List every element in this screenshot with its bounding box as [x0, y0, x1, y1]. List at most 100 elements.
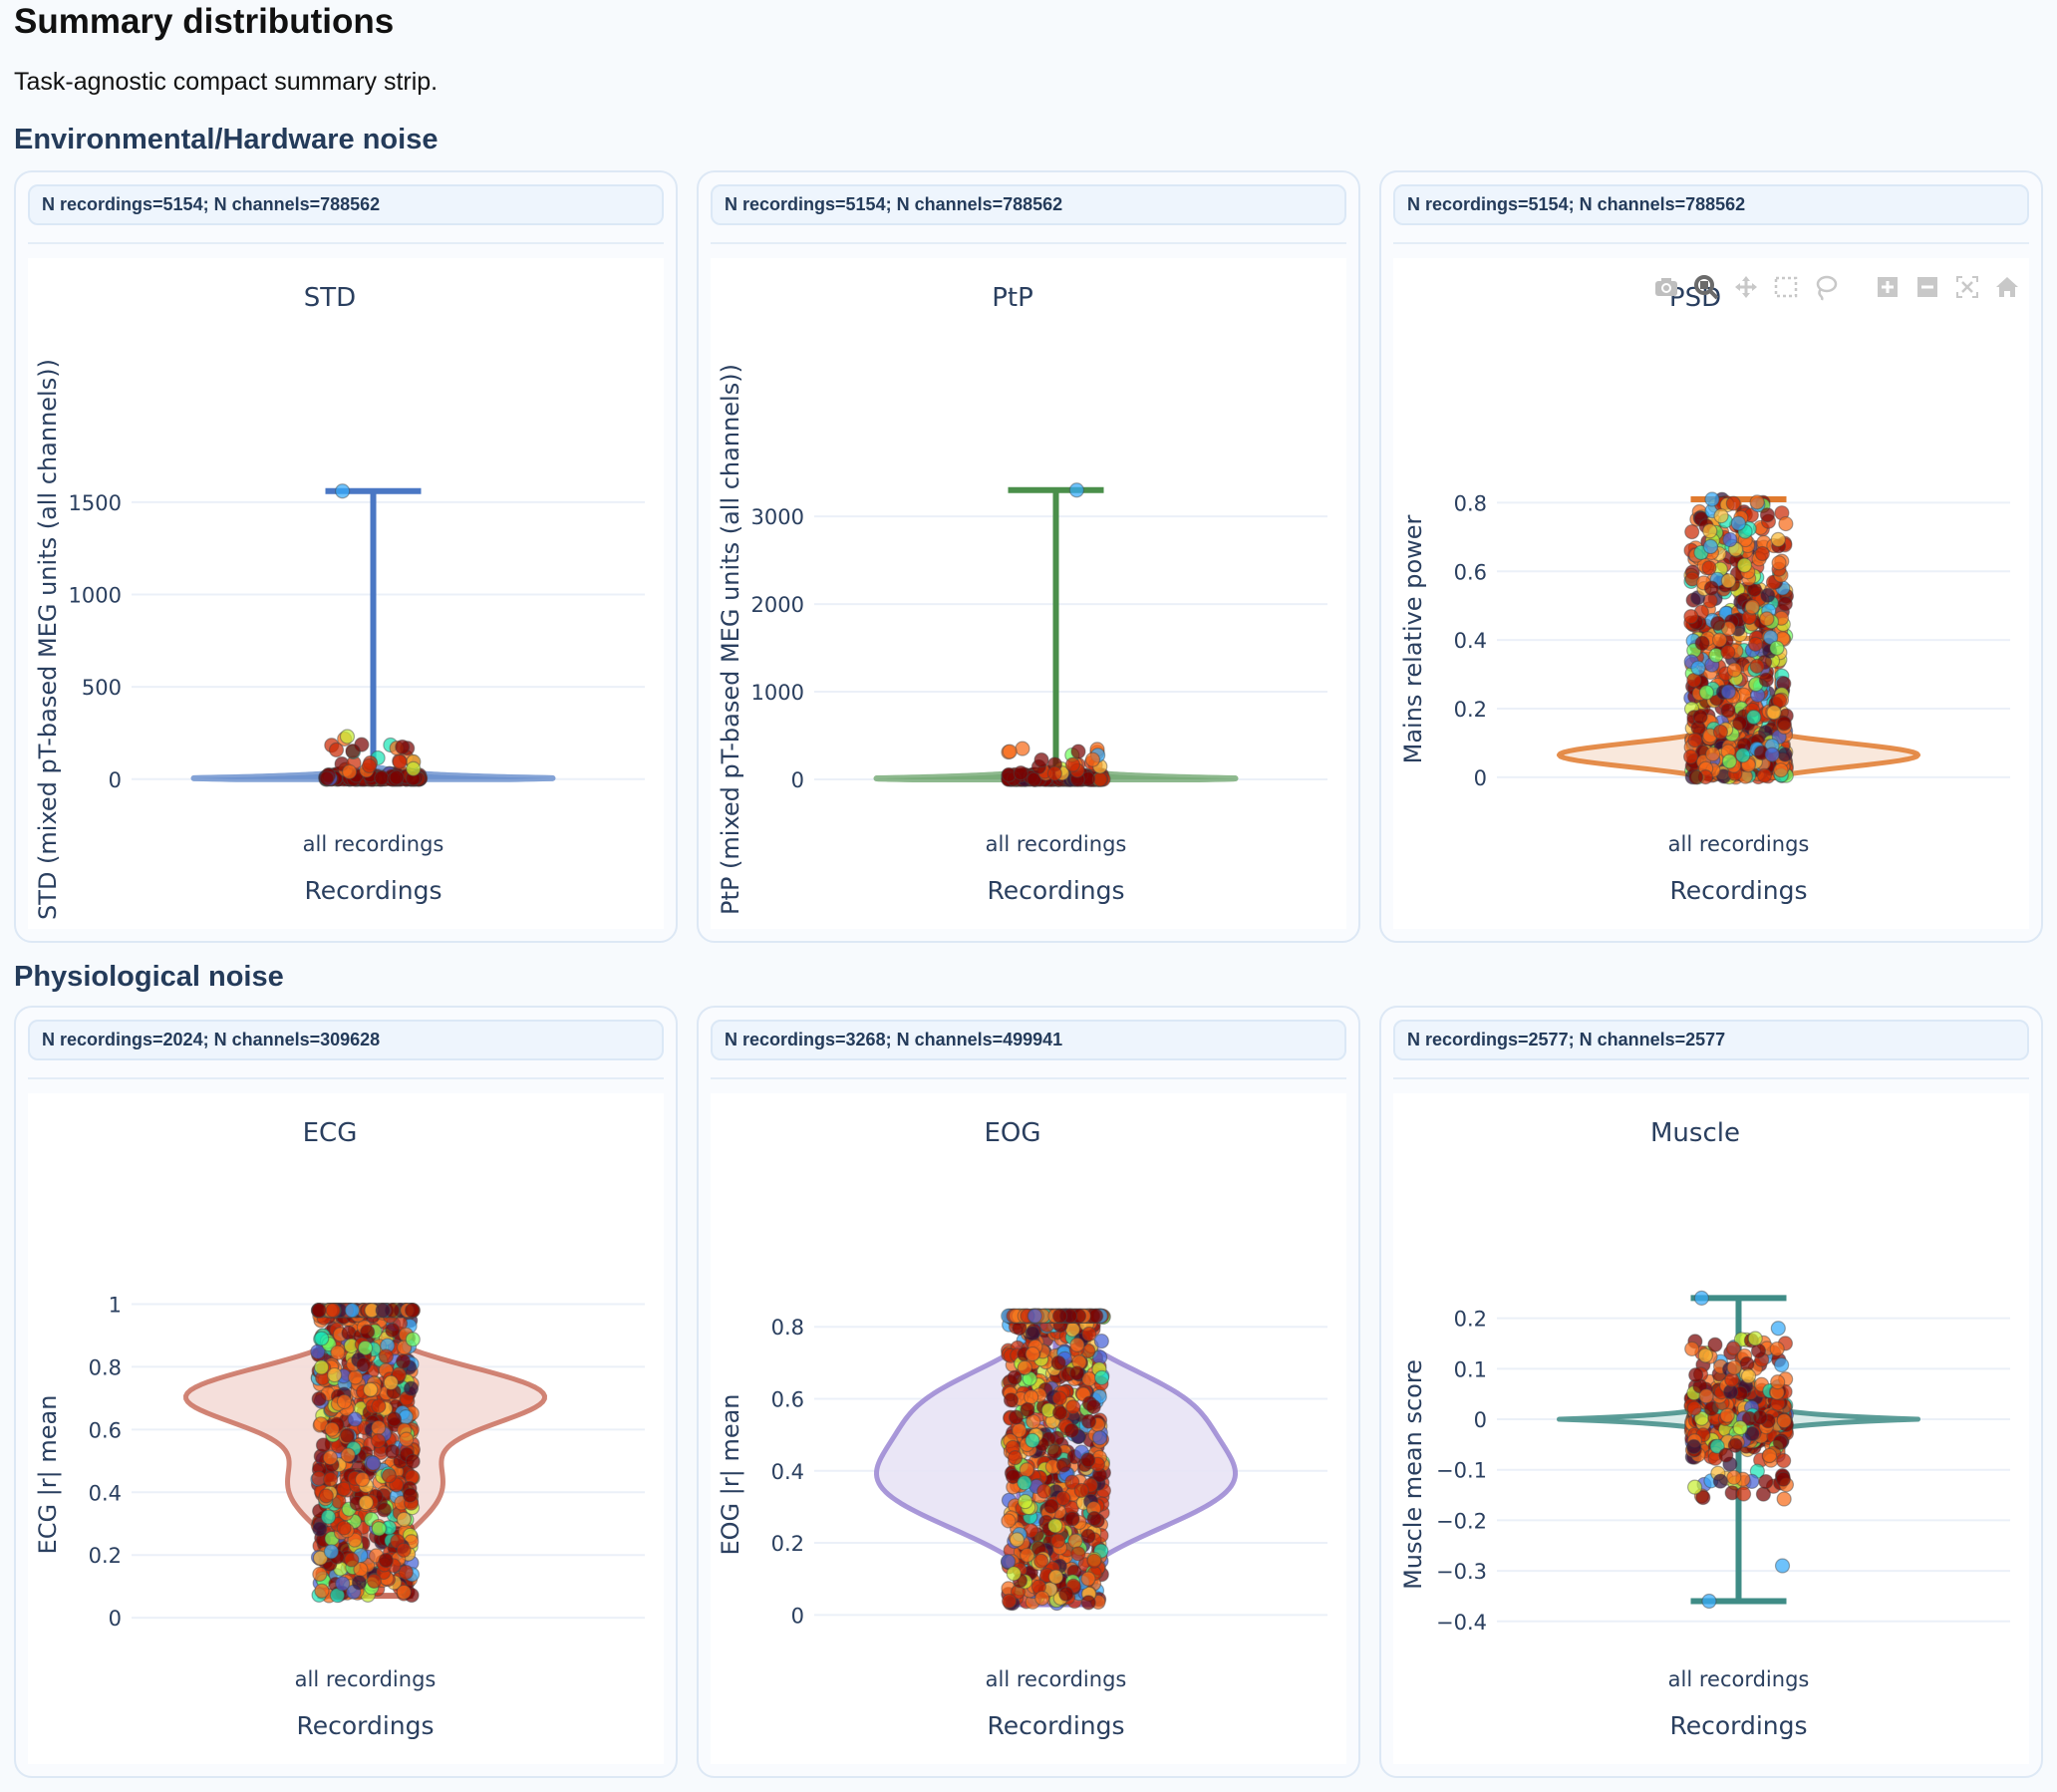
data-point[interactable] — [1770, 531, 1786, 547]
data-point[interactable] — [336, 1393, 353, 1410]
data-point[interactable] — [402, 1487, 419, 1503]
data-point[interactable] — [1081, 1326, 1097, 1342]
data-point[interactable] — [1069, 1337, 1085, 1352]
data-point[interactable] — [1758, 672, 1774, 688]
data-point[interactable] — [392, 753, 408, 770]
data-point[interactable] — [1003, 1392, 1020, 1408]
data-point[interactable] — [1772, 1434, 1788, 1450]
data-point[interactable] — [1776, 1412, 1792, 1429]
data-point[interactable] — [320, 1509, 337, 1525]
data-point[interactable] — [1064, 1511, 1080, 1527]
modebar-box-select-button[interactable] — [1772, 273, 1800, 301]
data-point[interactable] — [371, 1398, 387, 1414]
data-point[interactable] — [325, 1303, 341, 1319]
data-point[interactable] — [370, 1432, 387, 1449]
data-point[interactable] — [1020, 1401, 1035, 1418]
data-point[interactable] — [1771, 555, 1787, 571]
data-point[interactable] — [1073, 1482, 1089, 1499]
data-point[interactable] — [311, 1303, 327, 1319]
data-point[interactable] — [1756, 767, 1773, 783]
modebar-pan-button[interactable] — [1732, 273, 1760, 301]
data-point[interactable] — [1034, 1590, 1050, 1607]
data-point[interactable] — [342, 763, 358, 780]
data-point[interactable] — [322, 1449, 339, 1466]
data-point[interactable] — [1747, 636, 1764, 652]
data-point[interactable] — [395, 1353, 412, 1369]
data-point[interactable] — [1025, 1432, 1040, 1448]
data-point[interactable] — [1026, 1413, 1041, 1429]
data-point[interactable] — [335, 483, 351, 499]
data-point[interactable] — [1727, 1437, 1743, 1453]
data-point[interactable] — [1682, 748, 1699, 764]
data-point[interactable] — [311, 1391, 327, 1407]
data-point[interactable] — [1720, 684, 1736, 700]
data-point[interactable] — [358, 1494, 374, 1511]
data-point[interactable] — [1027, 771, 1042, 787]
data-point[interactable] — [1746, 709, 1762, 726]
data-point[interactable] — [1725, 1341, 1741, 1356]
data-point[interactable] — [396, 1584, 412, 1601]
data-point[interactable] — [318, 1488, 334, 1504]
data-point[interactable] — [378, 1552, 394, 1569]
data-point[interactable] — [1002, 744, 1018, 759]
data-point[interactable] — [361, 757, 378, 773]
data-point[interactable] — [1752, 1409, 1768, 1425]
data-point[interactable] — [1759, 611, 1775, 627]
data-point[interactable] — [1068, 482, 1084, 498]
data-point[interactable] — [1776, 1491, 1792, 1507]
data-point[interactable] — [384, 1443, 401, 1460]
data-point[interactable] — [1735, 1486, 1752, 1502]
data-point[interactable] — [314, 1583, 330, 1599]
data-point[interactable] — [1770, 1374, 1786, 1390]
data-point[interactable] — [1688, 1366, 1704, 1383]
data-point[interactable] — [1724, 1371, 1740, 1388]
data-point[interactable] — [1758, 1473, 1774, 1490]
modebar-reset-axes-button[interactable] — [1993, 273, 2021, 301]
data-point[interactable] — [327, 1366, 343, 1383]
data-point[interactable] — [1007, 1450, 1024, 1466]
data-point[interactable] — [1735, 747, 1751, 763]
data-point[interactable] — [1774, 1356, 1790, 1373]
data-point[interactable] — [1760, 587, 1776, 604]
data-point[interactable] — [1687, 732, 1703, 748]
data-point[interactable] — [1725, 495, 1741, 511]
data-point[interactable] — [374, 770, 390, 786]
data-point[interactable] — [314, 1331, 330, 1346]
data-point[interactable] — [1047, 1569, 1064, 1585]
data-point[interactable] — [1710, 615, 1726, 632]
data-point[interactable] — [1704, 491, 1720, 507]
modebar-zoom-button[interactable] — [1692, 273, 1720, 301]
data-point[interactable] — [363, 1381, 379, 1397]
modebar-lasso-select-button[interactable] — [1812, 273, 1840, 301]
data-point[interactable] — [1749, 494, 1765, 510]
data-point[interactable] — [344, 1552, 360, 1568]
data-point[interactable] — [405, 1453, 421, 1469]
data-point[interactable] — [1718, 1447, 1734, 1463]
data-point[interactable] — [406, 760, 422, 776]
data-point[interactable] — [371, 1521, 387, 1537]
data-point[interactable] — [323, 1471, 339, 1488]
data-point[interactable] — [1019, 1462, 1034, 1478]
data-point[interactable] — [1740, 1368, 1757, 1384]
data-point[interactable] — [376, 1502, 393, 1518]
data-point[interactable] — [399, 1431, 415, 1447]
data-point[interactable] — [1086, 1553, 1102, 1569]
data-point[interactable] — [389, 769, 405, 785]
data-point[interactable] — [1036, 1483, 1052, 1499]
data-point[interactable] — [1686, 1438, 1702, 1455]
data-point[interactable] — [1065, 1399, 1081, 1415]
data-point[interactable] — [371, 1419, 387, 1436]
data-point[interactable] — [344, 1303, 360, 1319]
data-point[interactable] — [1005, 1468, 1022, 1485]
data-point[interactable] — [1001, 1593, 1018, 1609]
modebar-camera-button[interactable] — [1652, 273, 1680, 301]
data-point[interactable] — [324, 1421, 340, 1437]
data-point[interactable] — [1017, 1359, 1032, 1375]
plot-std[interactable]: STD 0 500 1000 1500 STD (mixed pT-based MEG u… — [28, 258, 664, 929]
data-point[interactable] — [403, 1380, 420, 1396]
data-point[interactable] — [1684, 1341, 1700, 1357]
data-point[interactable] — [398, 1564, 414, 1581]
data-point[interactable] — [366, 1573, 382, 1590]
data-point[interactable] — [312, 1566, 328, 1583]
data-point[interactable] — [1018, 1493, 1033, 1510]
